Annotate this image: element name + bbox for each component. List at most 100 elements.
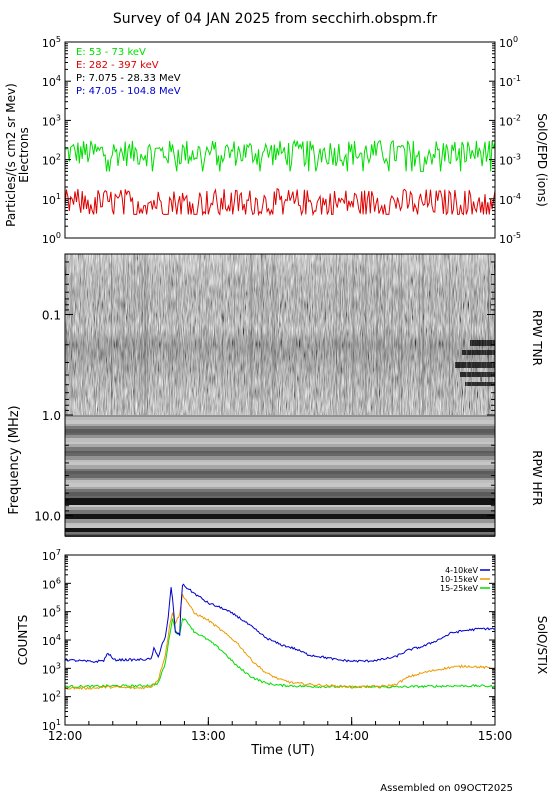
epd-y2-tick-label: 100 (499, 35, 518, 50)
epd-frame (64, 41, 496, 239)
hfr-band (65, 492, 495, 496)
hfr-band (65, 507, 495, 510)
hfr-band (65, 438, 495, 442)
hfr-band (65, 462, 495, 465)
hfr-band (65, 420, 495, 424)
epd-series-line (64, 187, 496, 217)
epd-y2-tick-label: 10-3 (499, 153, 521, 168)
hfr-band (65, 489, 495, 492)
epd-legend-entry: E: 53 - 73 keV (76, 47, 146, 58)
hfr-band (65, 417, 495, 420)
hfr-band (65, 456, 495, 460)
epd-y-tick-label: 100 (42, 231, 61, 246)
stix-frame (64, 554, 496, 726)
hfr-band (65, 532, 495, 534)
hfr-band (65, 426, 495, 429)
stix-y-ticks: 101 102 103 104 105 106 107 (42, 548, 495, 733)
hfr-band (65, 451, 495, 453)
hfr-band (65, 447, 495, 451)
hfr-band (65, 429, 495, 433)
rpw-y-tick-label: 1.0 (42, 409, 61, 423)
hfr-band (65, 435, 495, 438)
stix-series-lines (64, 583, 496, 691)
rpw-y-tick-label: 0.1 (42, 309, 61, 323)
stix-panel: 101 102 103 104 105 106 107 12:00 13:00 14:00 15:… (16, 548, 549, 758)
epd-y-ticks: 100 101 102 103 104 105 (42, 35, 495, 246)
epd-y2-ticks: 10-5 10-4 10-3 10-2 10-1 100 (499, 35, 521, 246)
stix-y-tick-label: 103 (42, 661, 61, 676)
rpw-hfr-label: RPW HFR (530, 450, 544, 506)
epd-legend: E: 53 - 73 keV E: 282 - 397 keV P: 7.075 -… (76, 47, 181, 97)
stix-y-tick-label: 106 (42, 576, 61, 591)
epd-y-tick-label: 101 (42, 192, 61, 207)
hfr-band (65, 453, 495, 456)
hfr-band (65, 514, 495, 516)
hfr-band (65, 480, 495, 483)
hfr-band (65, 516, 495, 519)
hfr-band (65, 471, 495, 474)
hfr-band (65, 474, 495, 478)
epd-y-tick-label: 103 (42, 113, 61, 128)
rpw-y-ticks: 0.1 1.0 10.0 (34, 261, 495, 523)
epd-y2-tick-label: 10-1 (499, 74, 521, 89)
epd-ylabel: Particles/(s cm2 sr Mev) (4, 83, 18, 227)
stix-x-tick-label: 15:00 (478, 729, 513, 743)
hfr-band (65, 478, 495, 480)
hfr-band (65, 483, 495, 487)
hfr-band (65, 424, 495, 426)
hfr-band (65, 505, 495, 507)
hfr-band (65, 496, 495, 498)
burst-streak (460, 372, 495, 377)
burst-streak (465, 382, 495, 386)
stix-xlabel: Time (UT) (250, 743, 315, 758)
rpw-tnr-label: RPW TNR (530, 310, 544, 366)
hfr-band (65, 460, 495, 462)
epd-legend-entry: P: 7.075 - 28.33 MeV (76, 73, 181, 84)
epd-y-tick-label: 104 (42, 74, 61, 89)
hfr-band (65, 442, 495, 444)
hfr-band (65, 519, 495, 523)
stix-y-tick-label: 105 (42, 605, 61, 620)
burst-streak (470, 340, 495, 346)
hfr-spectrogram (65, 414, 495, 537)
hfr-band (65, 487, 495, 489)
assembled-footer: Assembled on 09OCT2025 (380, 783, 513, 794)
epd-legend-entry: P: 47.05 - 104.8 MeV (76, 86, 181, 97)
stix-legend-entry: 15-25keV (440, 584, 479, 593)
rpw-frame (64, 253, 496, 537)
burst-streak (455, 362, 495, 368)
hfr-band (65, 444, 495, 447)
stix-series-line (64, 583, 496, 664)
hfr-band (65, 415, 495, 417)
epd-y2-tick-label: 10-4 (499, 192, 521, 207)
stix-y-tick-label: 101 (42, 718, 61, 733)
figure-title: Survey of 04 JAN 2025 from secchirh.obsp… (113, 11, 437, 27)
hfr-band (65, 510, 495, 514)
epd-right-label: SolO/EPD (ions) (535, 113, 549, 207)
epd-series-lines (64, 139, 496, 217)
rpw-y-tick-label: 10.0 (34, 509, 61, 523)
stix-right-label: SolO/STIX (535, 616, 549, 675)
rpw-panel: 0.1 1.0 10.0 Frequency (MHz) RPW TNR RPW H… (7, 253, 544, 537)
stix-legend-entry: 10-15keV (440, 575, 479, 584)
epd-y2-tick-label: 10-2 (499, 113, 521, 128)
epd-y-tick-label: 105 (42, 35, 61, 50)
hfr-band (65, 498, 495, 501)
epd-series-line (64, 139, 496, 172)
hfr-band (65, 433, 495, 435)
stix-y-tick-label: 102 (42, 690, 61, 705)
epd-y2-tick-label: 10-5 (499, 231, 521, 246)
rpw-ylabel: Frequency (MHz) (7, 405, 22, 514)
burst-streak (462, 350, 495, 355)
hfr-band (65, 528, 495, 532)
stix-x-tick-label: 13:00 (191, 729, 226, 743)
stix-x-tick-label: 12:00 (48, 729, 83, 743)
tnr-radio-burst (66, 254, 496, 415)
hfr-band (65, 501, 495, 505)
stix-series-line (64, 593, 496, 691)
hfr-band (65, 465, 495, 469)
stix-x-ticks: 12:00 13:00 14:00 15:00 (48, 717, 513, 743)
